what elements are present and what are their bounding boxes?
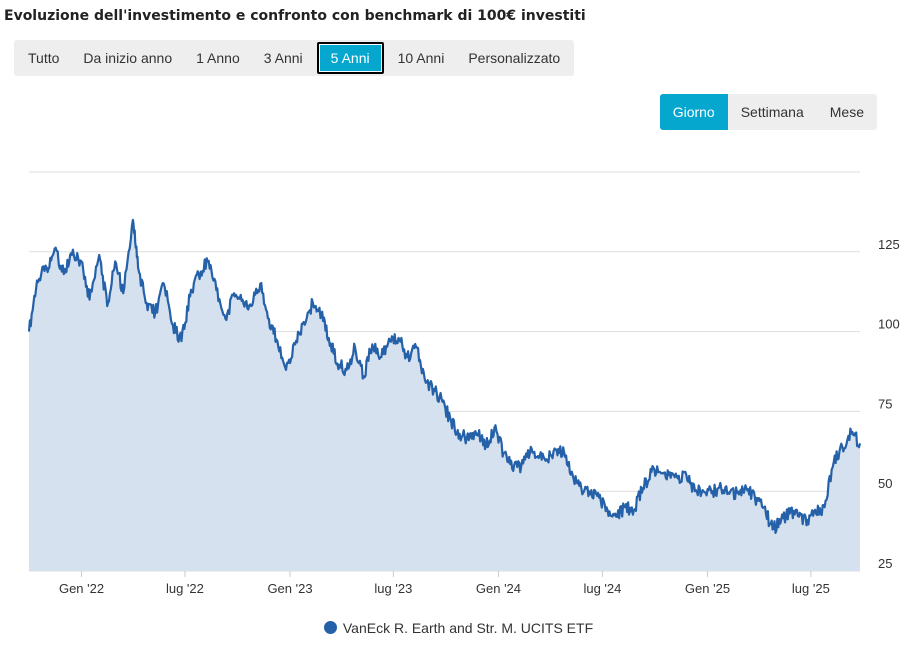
performance-chart: 25 50 75 100 125 Gen '22 lug '22 Gen '23 lug '2… [27,171,900,596]
x-tick-label: lug '22 [166,581,204,596]
x-tick-label: Gen '22 [59,581,104,596]
y-axis-labels: 25 50 75 100 125 [878,237,900,571]
series-area-fill [29,219,860,571]
range-button-ytd[interactable]: Da inizio anno [83,50,173,66]
chart-title: Evoluzione dell'investimento e confronto… [4,8,586,24]
range-button-5y[interactable]: 5 Anni [316,42,384,74]
range-selector: Tutto Da inizio anno 1 Anno 3 Anni 5 Ann… [14,40,575,76]
y-tick-label: 50 [878,476,892,491]
series-area-group [27,218,862,571]
period-button-month[interactable]: Mese [829,104,864,120]
range-button-1y[interactable]: 1 Anno [196,50,240,66]
series-line[interactable] [27,218,862,534]
legend[interactable]: VanEck R. Earth and Str. M. UCITS ETF [0,620,917,636]
range-button-all[interactable]: Tutto [28,50,60,66]
x-tick-label: Gen '23 [267,581,312,596]
period-button-day[interactable]: Giorno [659,94,728,130]
y-tick-label: 75 [878,396,892,411]
x-axis-labels: Gen '22 lug '22 Gen '23 lug '23 Gen '24 lug '… [59,571,830,596]
legend-label: VanEck R. Earth and Str. M. UCITS ETF [342,620,594,636]
period-button-week[interactable]: Settimana [740,104,804,120]
x-tick-label: lug '24 [583,581,621,596]
x-tick-label: lug '25 [792,581,830,596]
x-tick-label: lug '23 [374,581,412,596]
range-button-3y[interactable]: 3 Anni [263,50,303,66]
legend-dot-icon [323,621,337,634]
period-selector: Giorno Settimana Mese [659,94,877,130]
y-tick-label: 125 [878,237,900,252]
x-tick-label: Gen '25 [685,581,730,596]
y-tick-label: 25 [878,556,892,571]
x-tick-label: Gen '24 [476,581,521,596]
y-tick-label: 100 [878,317,900,332]
range-button-10y[interactable]: 10 Anni [397,50,445,66]
range-button-custom[interactable]: Personalizzato [468,50,561,66]
